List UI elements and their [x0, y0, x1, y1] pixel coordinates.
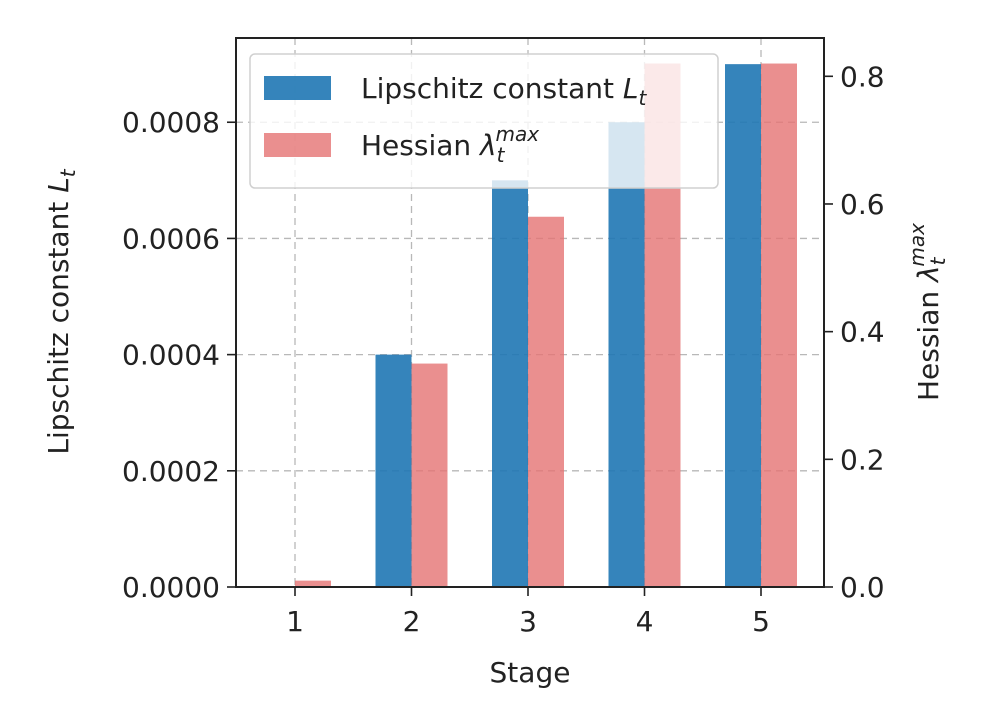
x-tick-label: 3	[519, 605, 537, 638]
left-y-axis-label-sub: t	[56, 168, 80, 177]
left-y-axis-label: Lipschitz constant Lt	[42, 168, 80, 454]
lipschitz-bar-stage-4	[608, 122, 645, 587]
right-y-axis-label: Hessian λtmax	[905, 223, 950, 401]
legend-box	[249, 53, 719, 189]
legend-swatch-lipschitz	[264, 76, 331, 100]
lipschitz-bar-stage-5	[725, 64, 761, 587]
left-y-tick-label: 0.0002	[122, 455, 220, 488]
x-tick-label: 5	[752, 605, 770, 638]
x-tick-label: 2	[403, 605, 421, 638]
axes: 1 2 3 4 5 0.0000 0.0002 0.0004 0.0006 0.0008 0.0 0.…	[122, 60, 885, 638]
left-y-tick-label: 0.0008	[122, 106, 220, 139]
right-y-tick-label: 0.2	[840, 443, 885, 476]
plot-frame	[235, 37, 825, 588]
legend-label-lipschitz: Lipschitz constant Lt	[361, 72, 647, 110]
right-y-axis-label-var: λ	[912, 265, 945, 284]
left-y-tick-label: 0.0004	[122, 339, 220, 372]
lipschitz-bar-stage-2	[375, 354, 412, 587]
right-y-tick-label: 0.0	[840, 571, 885, 604]
right-y-tick-label: 0.8	[840, 60, 885, 93]
legend: Lipschitz constant Lt Hessian λtmax	[249, 53, 719, 189]
hessian-bar-stage-3	[528, 216, 564, 587]
right-y-tick-label: 0.6	[840, 188, 885, 221]
right-y-tick-label: 0.4	[840, 316, 885, 349]
hessian-bar-stage-1	[295, 580, 331, 587]
right-y-axis-label-base: Hessian	[912, 282, 945, 401]
lipschitz-bar-stage-3	[492, 180, 528, 588]
legend-swatch-hessian	[264, 133, 331, 157]
legend-label-hessian: Hessian λtmax	[361, 122, 539, 167]
hessian-bar-stage-5	[761, 63, 797, 587]
left-y-axis-label-base: Lipschitz constant	[42, 193, 75, 455]
x-tick-label: 1	[286, 605, 304, 638]
x-axis-label: Stage	[490, 656, 571, 689]
right-y-axis-label-sup: max	[905, 223, 929, 267]
left-y-tick-label: 0.0006	[122, 222, 220, 255]
right-y-axis-label-sub: t	[926, 256, 950, 265]
left-y-tick-label: 0.0000	[122, 571, 220, 604]
hessian-bar-stage-2	[411, 363, 448, 587]
left-y-axis-label-var: L	[42, 177, 75, 193]
x-tick-label: 4	[636, 605, 654, 638]
